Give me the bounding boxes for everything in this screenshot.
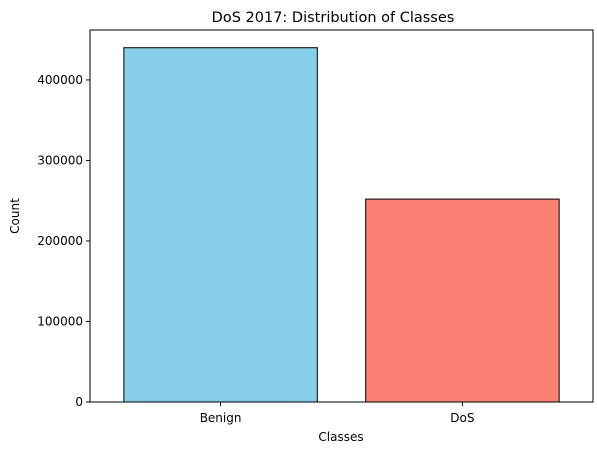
- y-tick-label: 300000: [37, 153, 83, 167]
- y-tick-label: 400000: [37, 73, 83, 87]
- x-axis-label: Classes: [318, 430, 363, 444]
- y-tick-label: 100000: [37, 314, 83, 328]
- plot-frame: [89, 29, 594, 403]
- chart-title: DoS 2017: Distribution of Classes: [212, 10, 455, 26]
- y-tick-label: 200000: [37, 234, 83, 248]
- bar-dos: [365, 198, 560, 403]
- bars-group: [123, 47, 560, 403]
- y-tick-label: 0: [75, 395, 83, 409]
- y-axis: 0 100000 200000 300000 400000: [37, 73, 90, 409]
- y-axis-label: Count: [8, 198, 22, 234]
- x-tick-label-benign: Benign: [200, 411, 242, 425]
- x-axis: Benign DoS: [200, 402, 475, 425]
- x-tick-label-dos: DoS: [450, 411, 474, 425]
- bar-benign: [123, 47, 318, 403]
